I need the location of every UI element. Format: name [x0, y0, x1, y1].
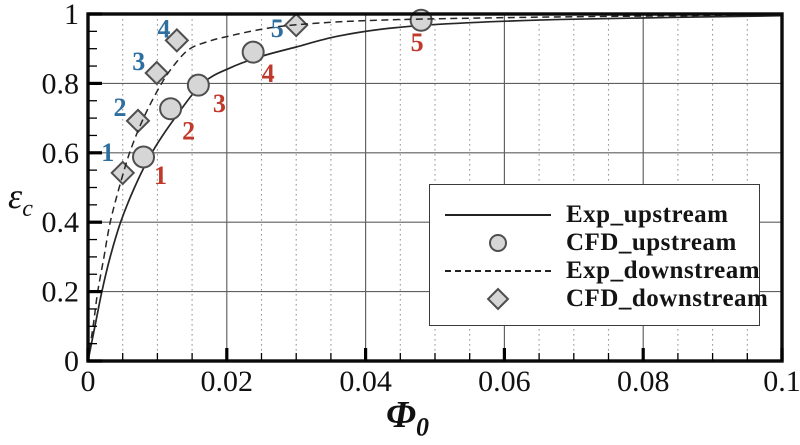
x-axis-subscript: 0 — [415, 412, 429, 442]
y-tick-label: 0 — [64, 345, 79, 378]
dashed-line-sample-icon — [445, 270, 551, 272]
legend-row-exp-upstream: Exp_upstream — [430, 201, 759, 229]
x-axis-symbol: Φ — [386, 394, 416, 436]
y-axis-subscript: c — [22, 196, 33, 223]
legend-sample-col — [430, 214, 566, 216]
legend-sample-col — [430, 287, 566, 311]
y-tick-label: 0.8 — [42, 67, 80, 100]
legend-label-exp-downstream: Exp_downstream — [566, 257, 761, 284]
x-tick-label: 0.06 — [478, 365, 531, 398]
x-tick-label: 0 — [81, 365, 96, 398]
point-number-label: 3 — [213, 89, 226, 118]
curve-exp_upstream — [87, 14, 783, 362]
y-axis-symbol: ε — [8, 176, 23, 216]
solid-line-sample-icon — [445, 214, 551, 216]
point-number-label: 4 — [157, 14, 170, 43]
y-tick-label: 0.6 — [42, 137, 80, 170]
y-tick-label: 1 — [64, 0, 79, 31]
circle-marker — [186, 73, 210, 97]
circle-marker — [159, 97, 183, 121]
diamond-marker-sample-icon — [486, 287, 510, 311]
point-number-label: 4 — [262, 59, 275, 88]
point-number-label: 1 — [101, 138, 114, 167]
circle-marker — [132, 145, 156, 169]
legend-row-cfd-downstream: CFD_downstream — [430, 285, 768, 313]
circle-marker — [241, 40, 265, 64]
legend-sample-col — [430, 270, 566, 272]
diamond-marker — [110, 160, 136, 186]
x-tick-label: 0.1 — [763, 365, 800, 398]
diamond-marker — [164, 27, 190, 53]
legend-row-exp-downstream: Exp_downstream — [430, 257, 761, 285]
point-number-label: 2 — [113, 93, 126, 122]
x-tick-label: 0.08 — [617, 365, 670, 398]
point-number-label: 1 — [154, 161, 167, 190]
y-tick-label: 0.2 — [42, 276, 80, 309]
y-axis-label: εc — [8, 178, 33, 221]
legend-sample-col — [430, 234, 566, 252]
point-number-label: 2 — [182, 117, 195, 146]
point-number-label: 5 — [411, 28, 424, 57]
y-tick-label: 0.4 — [42, 206, 80, 239]
x-tick-label: 0.04 — [339, 365, 392, 398]
circle-marker-sample-icon — [489, 234, 507, 252]
legend: Exp_upstream CFD_upstream Exp_downstream… — [429, 184, 768, 326]
curve-exp_downstream — [87, 14, 783, 362]
legend-label-exp-upstream: Exp_upstream — [566, 201, 729, 228]
legend-label-cfd-downstream: CFD_downstream — [566, 285, 769, 312]
x-axis-label: Φ0 — [386, 396, 429, 441]
legend-row-cfd-upstream: CFD_upstream — [430, 229, 759, 257]
point-number-label: 3 — [132, 47, 145, 76]
diamond-marker — [144, 60, 170, 86]
point-number-label: 5 — [271, 14, 284, 43]
x-tick-label: 0.02 — [201, 365, 254, 398]
legend-label-cfd-upstream: CFD_upstream — [566, 229, 737, 256]
